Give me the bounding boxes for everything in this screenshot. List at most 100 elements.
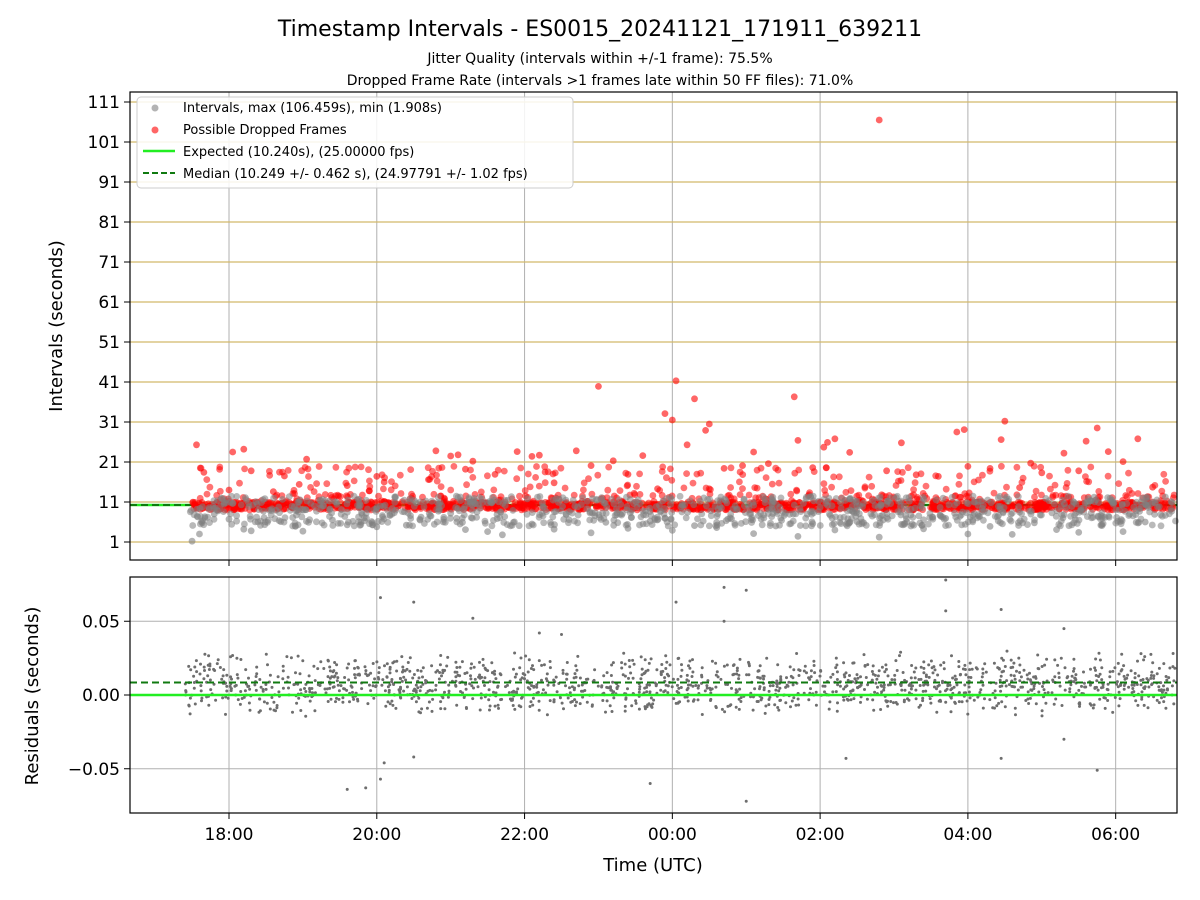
interval-point-48	[1119, 528, 1127, 535]
residual-point	[805, 671, 808, 675]
residual-point	[576, 654, 580, 658]
residual-point	[849, 689, 852, 693]
residual-point	[258, 697, 262, 701]
residual-point	[979, 688, 983, 692]
residual-point	[983, 697, 986, 701]
residual-point	[927, 675, 931, 679]
dropped-frame-point	[1160, 470, 1168, 478]
residual-point	[331, 685, 335, 689]
dropped-frame-point-50	[875, 116, 883, 124]
interval-point	[189, 522, 197, 529]
residual-point	[645, 685, 649, 689]
interval-point	[654, 513, 661, 521]
residual-point	[932, 665, 936, 669]
residual-point	[405, 685, 409, 689]
residual-point	[1013, 677, 1017, 681]
residual-point	[259, 685, 263, 689]
residual-point	[995, 704, 999, 708]
residual-point	[1070, 674, 1074, 678]
dropped-frame-point	[736, 491, 744, 498]
interval-point	[964, 500, 972, 508]
residual-point	[336, 676, 340, 680]
residual-point	[637, 690, 641, 694]
residual-point	[1111, 710, 1115, 714]
residual-point	[334, 700, 337, 704]
residual-point	[831, 672, 835, 676]
interval-point	[1151, 510, 1158, 518]
residual-point	[863, 664, 867, 668]
residual-point	[356, 665, 360, 669]
residual-point	[764, 704, 768, 708]
dropped-frame-point-54	[934, 473, 942, 480]
interval-point	[313, 518, 320, 526]
residual-point	[1103, 696, 1107, 700]
residual-point	[611, 661, 615, 665]
residual-point	[900, 688, 904, 692]
residual-point	[417, 696, 421, 700]
interval-point	[1095, 513, 1102, 521]
residual-point	[565, 672, 569, 676]
residual-point	[225, 673, 229, 677]
residual-point	[388, 702, 392, 706]
residual-point	[326, 675, 330, 679]
interval-point	[952, 513, 960, 521]
residual-point	[842, 661, 846, 665]
residual-point	[666, 691, 670, 695]
residual-point	[907, 698, 911, 702]
residual-point	[411, 676, 415, 680]
residual-point	[573, 698, 577, 702]
residual-point	[1082, 670, 1085, 674]
residual-point	[1157, 688, 1161, 692]
residual-point	[417, 676, 421, 680]
residual-point	[819, 669, 823, 672]
residual-point	[835, 670, 839, 674]
residual-point	[1137, 674, 1141, 678]
residual-point	[649, 696, 653, 700]
dropped-frame-point	[1047, 485, 1054, 493]
residual-point	[233, 684, 237, 688]
interval-point-3	[225, 515, 233, 523]
residual-point	[758, 676, 762, 680]
interval-point	[1121, 507, 1129, 515]
residual-point	[1084, 685, 1088, 689]
residual-point	[458, 665, 462, 669]
residual-point	[1136, 659, 1139, 663]
residual-point	[1160, 690, 1164, 694]
dropped-frame-point-70	[1134, 435, 1142, 443]
dropped-frame-point	[745, 491, 753, 499]
residual-point	[323, 687, 327, 691]
interval-point	[1109, 499, 1117, 506]
residual-point	[687, 679, 690, 683]
dropped-frame-point-47	[824, 439, 831, 446]
residual-point	[626, 687, 629, 691]
residual-point	[969, 676, 973, 679]
residual-point	[401, 665, 405, 669]
residual-point	[851, 661, 855, 665]
residual-point	[708, 686, 712, 690]
dropped-frame-point	[1095, 488, 1103, 495]
residual-point	[464, 682, 468, 686]
residual-point	[691, 670, 695, 674]
residual-point	[239, 658, 243, 661]
interval-point	[760, 514, 768, 522]
interval-point-1	[196, 530, 203, 538]
residual-point	[948, 683, 952, 687]
residual-point	[430, 664, 434, 668]
residual-point	[416, 668, 420, 672]
dropped-frame-point	[865, 473, 873, 481]
residual-point	[691, 684, 695, 688]
interval-point-19	[498, 531, 506, 539]
dropped-frame-point	[1161, 504, 1168, 512]
residual-point	[552, 700, 556, 704]
residual-point	[575, 700, 578, 704]
residual-point	[491, 671, 494, 675]
residual-point	[225, 689, 229, 693]
residual-point	[999, 674, 1003, 678]
residual-point	[968, 661, 972, 665]
interval-point	[698, 510, 706, 518]
residual-point	[609, 674, 613, 677]
residual-point	[561, 668, 565, 672]
residual-point	[540, 678, 543, 682]
interval-point	[379, 513, 387, 521]
residual-point	[207, 654, 211, 658]
